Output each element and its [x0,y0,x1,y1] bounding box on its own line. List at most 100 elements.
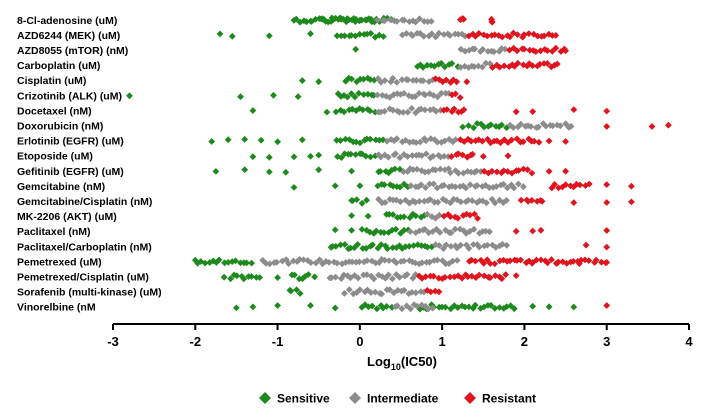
sensitive-point [126,92,133,100]
intermediate-point [312,259,320,267]
sensitive-point [301,273,309,280]
sensitive-point [215,256,223,264]
resistant-point [493,61,501,69]
resistant-point [459,151,466,159]
intermediate-point [399,109,407,116]
x-tick-label: 3 [603,334,610,349]
sensitive-point [359,106,367,114]
sensitive-point [491,305,499,312]
sensitive-point [484,123,492,130]
sensitive-point [337,93,345,100]
sensitive-point [402,243,409,251]
sensitive-point [291,271,298,279]
sensitive-point [389,211,397,218]
resistant-point [603,181,611,188]
sensitive-point [529,302,537,310]
intermediate-point [440,245,447,252]
resistant-point [553,259,561,267]
sensitive-point [352,45,360,53]
intermediate-point [396,154,404,162]
intermediate-point [461,32,469,40]
sensitive-point [311,273,318,281]
resistant-point [497,139,504,147]
intermediate-point [386,94,394,101]
intermediate-point [466,181,474,189]
resistant-point [524,166,531,174]
sensitive-point [324,18,332,26]
intermediate-point [445,90,453,97]
resistant-point [603,243,611,251]
x-tick-label: -3 [107,334,119,349]
intermediate-point [328,274,335,281]
intermediate-point [429,304,437,312]
resistant-point [463,78,471,86]
sensitive-point [220,273,228,281]
sensitive-point [201,259,209,267]
intermediate-point [396,108,403,116]
sensitive-point [373,305,381,313]
sensitive-point [498,121,505,129]
resistant-point [471,210,478,218]
sensitive-point [400,213,408,221]
sensitive-point [327,243,335,251]
sensitive-point [348,90,355,97]
legend-marker-sensitive [259,392,271,404]
sensitive-point [340,92,348,99]
intermediate-point [485,184,493,191]
drug-label: Crizotinib (ALK) (uM) [17,90,122,102]
sensitive-point [332,14,339,22]
resistant-point [525,30,533,37]
sensitive-point [465,122,472,129]
drug-label: Paclitaxel (nM) [17,226,91,238]
intermediate-point [345,286,353,293]
sensitive-point [366,107,374,115]
intermediate-point [440,181,448,189]
intermediate-point [447,243,455,250]
sensitive-point [265,32,273,40]
sensitive-point [366,135,374,143]
sensitive-point [337,137,344,144]
resistant-point [488,15,495,23]
intermediate-point [435,211,443,219]
sensitive-point [298,136,306,144]
intermediate-point [393,90,401,98]
intermediate-point [355,258,363,266]
intermediate-point [455,169,462,177]
intermediate-point [381,107,388,115]
sensitive-point [249,303,257,311]
sensitive-point [545,303,553,311]
sensitive-point [385,210,393,218]
sensitive-point [358,226,366,233]
intermediate-point [370,275,378,283]
sensitive-point [290,184,298,191]
sensitive-point [290,153,298,161]
resistant-point [463,210,470,218]
sensitive-point [366,76,374,83]
sensitive-point [438,303,446,311]
sensitive-point [473,120,481,127]
sensitive-point [347,150,355,158]
sensitive-point [331,304,339,312]
intermediate-point [378,290,385,298]
sensitive-point [358,150,366,158]
sensitive-point [363,16,370,24]
intermediate-point [422,150,430,158]
sensitive-point [228,32,236,40]
intermediate-point [396,273,403,281]
resistant-point [448,108,456,115]
intermediate-point [453,244,461,252]
resistant-point [570,106,578,113]
sensitive-point [379,136,387,144]
sensitive-point [461,303,469,311]
intermediate-point [424,305,432,313]
resistant-point [603,259,611,266]
intermediate-point [415,151,423,159]
sensitive-point [312,15,319,23]
intermediate-point [470,63,478,70]
intermediate-point [385,257,393,264]
sensitive-point [380,229,388,236]
intermediate-point [432,107,440,115]
drug-label: Carboplatin (uM) [17,60,100,72]
intermediate-point [517,120,525,128]
resistant-point [491,260,499,268]
